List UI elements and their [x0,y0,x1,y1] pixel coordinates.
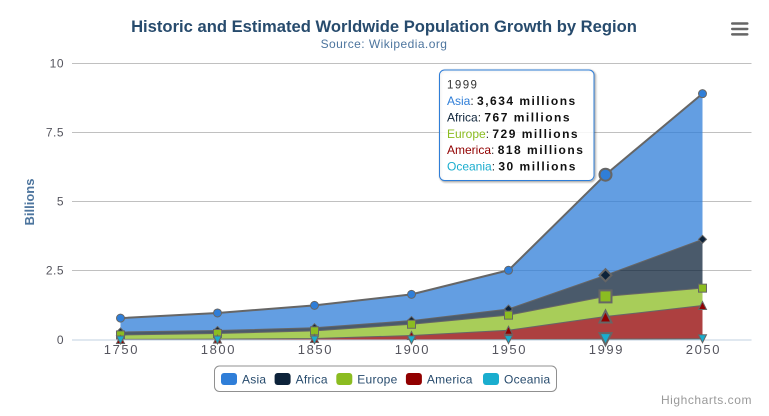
svg-text:Highcharts.com: Highcharts.com [661,393,752,407]
svg-text:America: America [427,373,473,387]
svg-text:America: 818 millions: America: 818 millions [447,143,584,157]
svg-text:1750: 1750 [104,342,139,357]
svg-text:Billions: Billions [22,179,37,226]
svg-text:0: 0 [57,333,64,347]
svg-text:Oceania: 30 millions: Oceania: 30 millions [447,160,577,174]
svg-text:1999: 1999 [589,342,624,357]
svg-text:Source: Wikipedia.org: Source: Wikipedia.org [321,37,448,51]
svg-text:1850: 1850 [298,342,333,357]
svg-text:Historic and Estimated Worldwi: Historic and Estimated Worldwide Populat… [131,17,637,36]
svg-text:Africa: 767 millions: Africa: 767 millions [447,110,571,124]
svg-text:5: 5 [57,195,64,209]
svg-text:Europe: 729 millions: Europe: 729 millions [447,127,579,141]
svg-text:1999: 1999 [447,80,478,92]
svg-text:7.5: 7.5 [46,126,64,140]
svg-text:2.5: 2.5 [46,264,64,278]
svg-text:1950: 1950 [492,342,527,357]
svg-text:2050: 2050 [686,342,721,357]
svg-text:Africa: Africa [296,373,328,387]
svg-text:Oceania: Oceania [504,373,551,387]
svg-text:1900: 1900 [395,342,430,357]
svg-text:Europe: Europe [357,373,397,387]
svg-text:1800: 1800 [201,342,236,357]
svg-text:10: 10 [50,57,64,71]
svg-text:Asia: Asia [242,373,266,387]
svg-text:Asia: 3,634 millions: Asia: 3,634 millions [447,94,577,108]
